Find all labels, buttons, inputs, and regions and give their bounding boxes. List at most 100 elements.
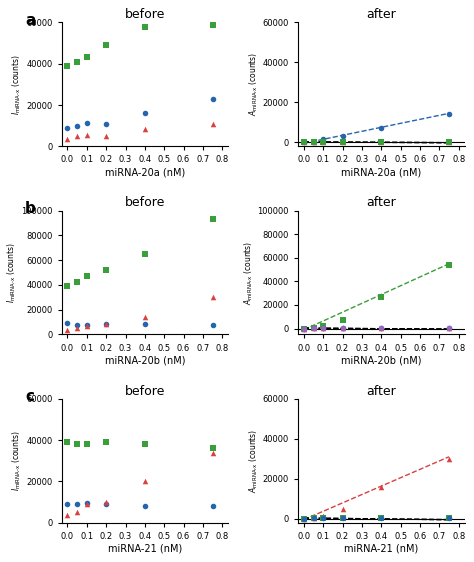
Title: after: after <box>366 8 396 21</box>
Point <box>64 61 71 70</box>
Point <box>209 444 217 453</box>
Point <box>445 454 453 463</box>
Point <box>83 320 91 329</box>
Point <box>209 293 217 302</box>
Point <box>141 439 149 448</box>
Point <box>141 250 149 259</box>
X-axis label: miRNA-20b (nM): miRNA-20b (nM) <box>105 355 185 365</box>
Point <box>377 514 385 523</box>
X-axis label: miRNA-21 (nM): miRNA-21 (nM) <box>108 543 182 554</box>
Y-axis label: $A_{\rm miRNA\text{-}x}$ (counts): $A_{\rm miRNA\text{-}x}$ (counts) <box>242 241 255 305</box>
Point <box>73 278 81 287</box>
Title: before: before <box>125 197 165 210</box>
Point <box>64 500 71 509</box>
X-axis label: miRNA-20b (nM): miRNA-20b (nM) <box>341 355 421 365</box>
Point <box>319 135 327 144</box>
Text: b: b <box>25 201 36 216</box>
Point <box>377 124 385 133</box>
Point <box>73 508 81 517</box>
Point <box>209 215 217 224</box>
Point <box>300 138 308 147</box>
Point <box>300 324 308 333</box>
Point <box>64 319 71 328</box>
Y-axis label: $I_{\rm miRNA\text{-}x}$ (counts): $I_{\rm miRNA\text{-}x}$ (counts) <box>11 54 23 115</box>
Point <box>310 324 317 333</box>
Point <box>445 514 453 523</box>
Point <box>209 119 217 128</box>
Point <box>310 513 317 522</box>
Point <box>310 324 317 333</box>
Point <box>339 316 346 325</box>
Point <box>209 448 217 457</box>
Point <box>339 324 346 333</box>
Y-axis label: $I_{\rm miRNA\text{-}x}$ (counts): $I_{\rm miRNA\text{-}x}$ (counts) <box>6 242 18 303</box>
Point <box>83 118 91 127</box>
Point <box>445 324 453 333</box>
Point <box>445 324 453 333</box>
Point <box>73 57 81 66</box>
Point <box>102 319 110 328</box>
Text: c: c <box>25 389 34 404</box>
Point <box>377 324 385 333</box>
Point <box>141 124 149 133</box>
Point <box>73 121 81 130</box>
Point <box>445 514 453 523</box>
Point <box>73 500 81 509</box>
Point <box>102 119 110 128</box>
Point <box>141 502 149 511</box>
Point <box>377 514 385 523</box>
Point <box>73 132 81 140</box>
Point <box>141 109 149 118</box>
Point <box>209 20 217 29</box>
Y-axis label: $A_{\rm miRNA\text{-}x}$ (counts): $A_{\rm miRNA\text{-}x}$ (counts) <box>247 429 260 493</box>
Point <box>64 134 71 143</box>
Point <box>83 52 91 61</box>
Point <box>377 138 385 147</box>
Point <box>300 324 308 333</box>
Point <box>445 260 453 269</box>
Point <box>102 438 110 447</box>
Point <box>102 40 110 49</box>
Point <box>310 138 317 147</box>
Point <box>339 324 346 333</box>
Point <box>83 130 91 139</box>
Point <box>339 138 346 147</box>
Point <box>319 324 327 333</box>
Point <box>73 323 81 332</box>
Title: before: before <box>125 384 165 398</box>
Point <box>445 110 453 119</box>
Point <box>319 514 327 523</box>
Title: before: before <box>125 8 165 21</box>
Point <box>339 138 346 147</box>
Point <box>319 324 327 333</box>
Point <box>377 292 385 301</box>
Point <box>377 324 385 333</box>
Point <box>300 324 308 333</box>
Point <box>339 514 346 523</box>
Point <box>339 504 346 513</box>
Point <box>319 138 327 147</box>
Point <box>377 482 385 491</box>
Point <box>83 498 91 507</box>
Point <box>445 138 453 147</box>
Point <box>377 324 385 333</box>
Point <box>102 266 110 275</box>
Point <box>310 137 317 146</box>
Point <box>102 497 110 506</box>
Point <box>83 439 91 448</box>
Point <box>310 324 317 333</box>
Point <box>64 438 71 447</box>
Point <box>64 282 71 291</box>
Point <box>300 514 308 523</box>
Point <box>319 138 327 147</box>
Point <box>445 324 453 333</box>
Point <box>339 132 346 141</box>
Point <box>319 514 327 523</box>
Point <box>310 324 317 333</box>
Point <box>141 477 149 486</box>
Point <box>339 324 346 333</box>
Point <box>209 320 217 329</box>
Point <box>141 319 149 328</box>
X-axis label: miRNA-21 (nM): miRNA-21 (nM) <box>344 543 419 554</box>
Point <box>300 138 308 147</box>
